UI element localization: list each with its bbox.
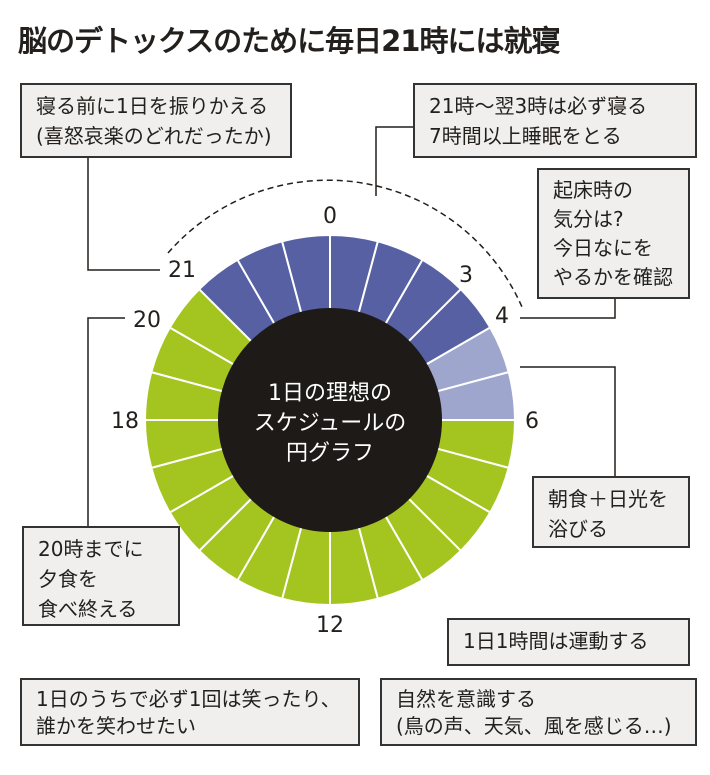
leader-line — [520, 366, 616, 476]
note-line: 自然を意識する — [396, 687, 536, 711]
tick-3: 3 — [459, 263, 473, 288]
note-reflect-day: 寝る前に1日を振りかえる (喜怒哀楽のどれだったか) — [20, 83, 292, 158]
note-line: 浴びる — [548, 517, 608, 541]
note-exercise: 1日1時間は運動する — [447, 618, 690, 666]
note-line: 気分は? — [553, 207, 624, 231]
note-line: (喜怒哀楽のどれだったか) — [36, 124, 272, 148]
note-line: 寝る前に1日を振りかえる — [36, 94, 269, 118]
leader-line — [520, 298, 616, 319]
note-line: 20時までに — [38, 537, 144, 561]
leader-line — [87, 317, 125, 526]
center-label-line: スケジュールの — [254, 411, 406, 436]
note-line: 夕食を — [38, 567, 98, 591]
note-nature: 自然を意識する (鳥の声、天気、風を感じる…) — [380, 678, 697, 746]
tick-6: 6 — [525, 409, 539, 434]
center-label-line: 1日の理想の — [268, 381, 392, 406]
tick-21: 21 — [168, 258, 196, 283]
note-line: 誰かを笑わせたい — [36, 714, 196, 738]
tick-0: 0 — [323, 204, 337, 229]
sleep-range-arc — [167, 179, 523, 308]
leader-line — [375, 126, 413, 196]
note-laugh: 1日のうちで必ず1回は笑ったり、 誰かを笑わせたい — [20, 678, 360, 746]
note-line: やるかを確認 — [553, 265, 673, 289]
center-label-line: 円グラフ — [286, 441, 374, 466]
leader-line — [87, 157, 160, 271]
note-breakfast-sunlight: 朝食＋日光を 浴びる — [532, 476, 690, 548]
note-line: 1日1時間は運動する — [463, 629, 649, 653]
tick-20: 20 — [133, 308, 161, 333]
note-sleep-hours: 21時〜翌3時は必ず寝る 7時間以上睡眠をとる — [413, 83, 697, 158]
page-title: 脳のデトックスのために毎日21時には就寝 — [18, 24, 560, 58]
tick-12: 12 — [316, 613, 344, 638]
leader-lines — [87, 126, 616, 526]
note-line: 1日のうちで必ず1回は笑ったり、 — [36, 687, 341, 711]
note-wake-check: 起床時の 気分は? 今日なにを やるかを確認 — [537, 168, 690, 299]
note-line: 7時間以上睡眠をとる — [429, 124, 622, 148]
chart-center — [218, 308, 442, 532]
tick-18: 18 — [111, 409, 139, 434]
note-line: 朝食＋日光を — [548, 487, 668, 511]
note-line: 今日なにを — [553, 236, 653, 260]
note-dinner: 20時までに 夕食を 食べ終える — [22, 526, 180, 626]
note-line: (鳥の声、天気、風を感じる…) — [396, 714, 672, 738]
note-line: 起床時の — [553, 178, 633, 202]
tick-4: 4 — [495, 304, 509, 329]
note-line: 21時〜翌3時は必ず寝る — [429, 94, 648, 118]
note-line: 食べ終える — [38, 597, 138, 621]
